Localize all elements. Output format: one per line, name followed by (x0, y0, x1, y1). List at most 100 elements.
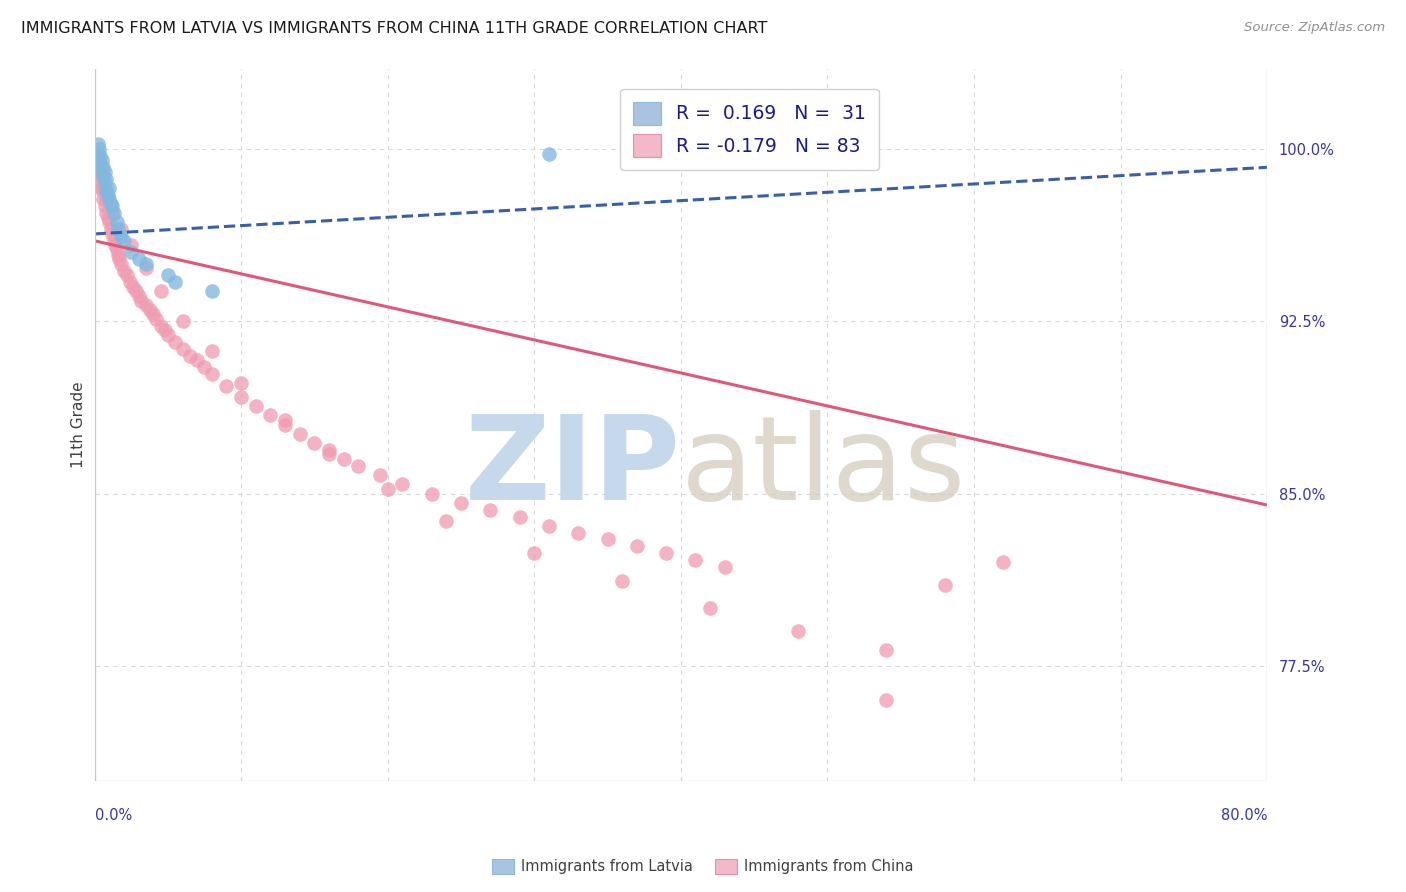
Point (245, 399, 267, 413)
Point (87, 171, 110, 186)
Point (112, 263, 135, 277)
Point (567, 525, 589, 540)
Point (94, 165, 117, 179)
Point (135, 261, 157, 276)
Point (655, 546, 678, 560)
Point (274, 417, 297, 432)
Point (96, 171, 118, 186)
Point (450, 496, 472, 510)
Legend: Immigrants from Latvia, Immigrants from China: Immigrants from Latvia, Immigrants from … (486, 853, 920, 880)
Point (90, 153, 112, 168)
Point (165, 275, 187, 289)
Point (156, 328, 179, 343)
Point (103, 234, 125, 248)
Point (112, 234, 135, 248)
Point (231, 376, 253, 391)
Point (153, 323, 176, 337)
Text: ZIP: ZIP (465, 409, 681, 524)
Point (128, 289, 150, 303)
Point (98, 193, 121, 207)
Point (97, 211, 120, 225)
Point (509, 509, 531, 524)
Point (259, 409, 281, 423)
Point (96, 206, 118, 220)
Text: 0.0%: 0.0% (94, 808, 132, 823)
Point (186, 353, 208, 368)
Point (87, 153, 110, 168)
Text: Source: ZipAtlas.com: Source: ZipAtlas.com (1244, 21, 1385, 34)
Y-axis label: 11th Grade: 11th Grade (72, 381, 86, 468)
Point (131, 293, 153, 308)
Point (105, 215, 128, 229)
Point (993, 556, 1015, 570)
Point (377, 482, 399, 496)
Point (105, 243, 128, 257)
Point (86, 137, 108, 152)
Point (149, 318, 172, 333)
Point (434, 514, 457, 528)
Point (685, 553, 707, 567)
Point (89, 158, 111, 172)
Point (370, 468, 392, 483)
Point (86, 146, 108, 161)
Point (201, 367, 224, 381)
Point (118, 275, 141, 289)
Point (135, 257, 157, 271)
Point (304, 436, 326, 450)
Point (110, 222, 132, 236)
Point (596, 533, 619, 547)
Point (90, 165, 112, 179)
Point (274, 413, 297, 427)
Point (318, 448, 340, 462)
Point (142, 307, 165, 321)
Point (101, 199, 124, 213)
Point (626, 540, 648, 554)
Point (110, 229, 132, 244)
Point (179, 349, 201, 363)
Text: 80.0%: 80.0% (1220, 808, 1267, 823)
Point (98, 181, 121, 195)
Point (612, 574, 634, 588)
Point (139, 302, 162, 317)
Point (90, 183, 112, 197)
Point (100, 222, 122, 236)
Point (156, 268, 179, 283)
Point (96, 183, 118, 197)
Point (101, 227, 124, 241)
Text: atlas: atlas (681, 409, 966, 524)
Point (89, 177, 111, 191)
Point (934, 578, 956, 592)
Point (420, 486, 443, 500)
Point (215, 378, 238, 392)
Point (332, 452, 354, 467)
Point (97, 187, 120, 202)
Point (107, 247, 129, 261)
Point (104, 238, 127, 252)
Point (523, 546, 546, 560)
Point (288, 426, 311, 441)
Point (93, 161, 115, 175)
Point (124, 285, 146, 299)
Point (172, 342, 194, 356)
Point (699, 601, 721, 615)
Point (537, 146, 560, 161)
Point (115, 268, 138, 283)
Legend: R =  0.169   N =  31, R = -0.179   N = 83: R = 0.169 N = 31, R = -0.179 N = 83 (620, 88, 879, 170)
Point (714, 560, 737, 574)
Point (145, 312, 167, 326)
Point (128, 252, 150, 267)
Point (108, 252, 131, 267)
Point (103, 206, 125, 220)
Point (231, 390, 253, 404)
Point (318, 442, 340, 457)
Point (875, 693, 897, 707)
Point (875, 642, 897, 657)
Point (89, 149, 111, 163)
Point (121, 279, 143, 293)
Point (96, 193, 118, 207)
Point (107, 222, 129, 236)
Point (787, 624, 810, 639)
Point (87, 165, 110, 179)
Point (120, 245, 142, 260)
Point (86, 153, 108, 168)
